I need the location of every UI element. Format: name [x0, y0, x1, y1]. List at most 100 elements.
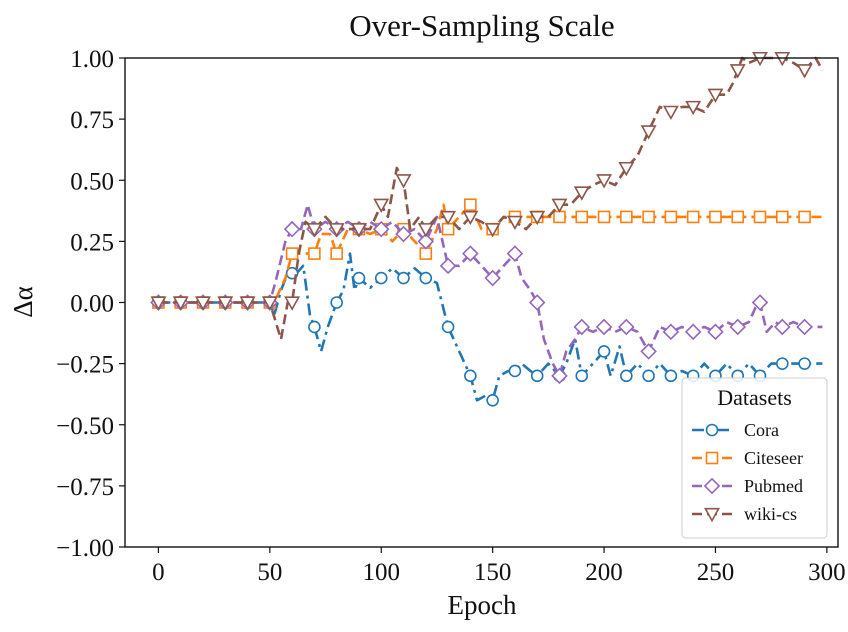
data-point-pubmed [484, 269, 501, 287]
y-tick-label: −1.00 [56, 535, 114, 562]
data-point-wiki-cs [484, 223, 501, 238]
data-point-wiki-cs [172, 296, 189, 311]
data-point-citeseer [330, 247, 343, 260]
y-tick-label: −0.25 [56, 352, 114, 379]
data-point-pubmed [417, 233, 435, 250]
series-wiki-cs [150, 52, 824, 341]
data-point-cora [575, 369, 589, 383]
data-point-citeseer [575, 210, 589, 224]
data-point-citeseer [441, 222, 455, 236]
y-tick-label: 0.50 [70, 168, 114, 195]
y-axis-title: Δα [8, 286, 38, 318]
data-point-citeseer [285, 247, 299, 260]
data-point-cora [308, 320, 321, 334]
data-point-cora [397, 271, 410, 285]
data-point-pubmed [595, 318, 613, 336]
data-point-citeseer [642, 210, 655, 224]
data-point-citeseer [597, 210, 611, 224]
x-tick-label: 300 [808, 559, 846, 586]
data-point-wiki-cs [417, 223, 434, 238]
data-point-wiki-cs [195, 296, 211, 311]
series-line-cora [158, 252, 823, 402]
data-point-citeseer [709, 210, 722, 224]
data-point-wiki-cs [529, 210, 546, 226]
data-point-pubmed [707, 323, 724, 341]
data-point-wiki-cs [618, 161, 635, 177]
data-point-citeseer [664, 210, 678, 224]
data-point-citeseer [753, 210, 767, 224]
data-point-cora [464, 369, 477, 383]
x-axis-title: Epoch [448, 590, 517, 620]
data-point-pubmed [439, 257, 457, 275]
data-point-pubmed [283, 220, 301, 238]
axis-ticks: 0 50 100 150 200 250 300 −1.00 −0.75 −0.50 −0.25 0.… [56, 46, 845, 586]
legend-label-citeseer: Citeseer [744, 448, 803, 468]
legend-title: Datasets [717, 385, 792, 410]
series-line-citeseer [158, 203, 823, 304]
data-point-pubmed [662, 323, 680, 341]
legend-marker-wiki-cs [704, 507, 720, 523]
data-point-wiki-cs [796, 64, 813, 79]
data-point-pubmed [528, 294, 546, 311]
legend-marker-cora [705, 423, 719, 437]
data-point-wiki-cs [328, 223, 345, 238]
data-point-citeseer [308, 247, 321, 260]
data-point-pubmed [684, 323, 702, 341]
data-point-wiki-cs [640, 125, 657, 140]
data-point-cora [441, 320, 455, 334]
data-point-cora [486, 393, 499, 407]
x-tick-label: 200 [585, 559, 623, 586]
data-point-cora [597, 345, 611, 358]
data-point-pubmed [774, 318, 791, 336]
x-tick-label: 150 [474, 559, 512, 586]
data-point-wiki-cs [261, 296, 278, 311]
data-point-wiki-cs [150, 296, 167, 311]
legend: Datasets Cora Citeseer Pubmed wiki-cs [681, 377, 828, 539]
data-point-citeseer [731, 210, 745, 224]
data-point-cora [530, 369, 544, 383]
data-point-pubmed [729, 318, 747, 336]
data-point-pubmed [751, 294, 769, 311]
data-point-wiki-cs [306, 223, 323, 238]
data-point-wiki-cs [662, 105, 679, 121]
y-tick-label: 0.25 [70, 229, 114, 256]
data-point-pubmed [551, 367, 568, 385]
data-point-pubmed [372, 220, 390, 238]
legend-marker-citeseer [705, 451, 719, 465]
data-point-citeseer [553, 210, 566, 224]
data-point-pubmed [618, 318, 635, 336]
data-point-pubmed [573, 318, 591, 336]
legend-label-cora: Cora [744, 420, 779, 440]
data-point-wiki-cs [440, 210, 457, 226]
data-point-cora [642, 369, 655, 383]
data-point-wiki-cs [707, 88, 724, 103]
x-tick-label: 50 [257, 559, 282, 586]
data-point-cora [775, 357, 789, 370]
x-tick-label: 250 [697, 559, 735, 586]
data-point-wiki-cs [685, 100, 702, 116]
data-point-wiki-cs [239, 296, 256, 311]
data-point-citeseer [775, 210, 789, 224]
data-point-citeseer [464, 198, 477, 211]
data-point-wiki-cs [284, 296, 301, 311]
data-point-wiki-cs [729, 64, 746, 79]
data-point-pubmed [796, 318, 813, 336]
data-point-pubmed [506, 245, 524, 262]
series-line-pubmed [158, 203, 823, 378]
data-point-wiki-cs [373, 198, 390, 213]
data-point-pubmed [395, 225, 412, 243]
data-point-wiki-cs [551, 198, 568, 213]
y-tick-label: 0.00 [70, 291, 114, 318]
data-point-cora [664, 369, 678, 383]
data-point-cora [508, 364, 522, 378]
series-line-wiki-cs [158, 56, 824, 341]
chart-title: Over-Sampling Scale [349, 8, 614, 43]
y-tick-label: 1.00 [70, 46, 114, 73]
data-point-wiki-cs [462, 210, 479, 226]
x-tick-label: 100 [362, 559, 400, 586]
data-point-pubmed [462, 245, 479, 262]
data-point-wiki-cs [506, 215, 523, 231]
data-point-cora [330, 296, 343, 309]
data-point-wiki-cs [596, 174, 613, 189]
